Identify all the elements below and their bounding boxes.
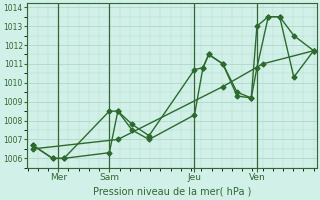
X-axis label: Pression niveau de la mer( hPa ): Pression niveau de la mer( hPa ) [92,187,251,197]
